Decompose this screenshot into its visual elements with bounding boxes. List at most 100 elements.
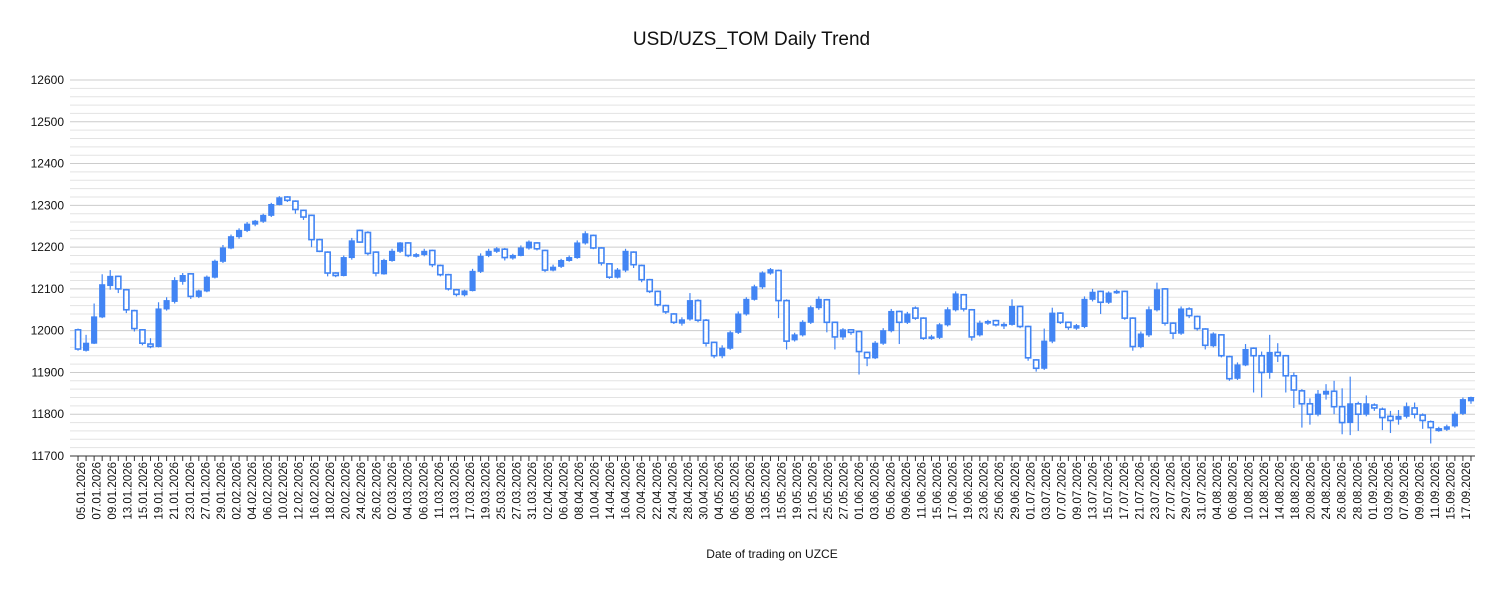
candle-body — [694, 299, 702, 322]
x-tick-label: 19.06.2026 — [963, 462, 975, 520]
candle-rising — [348, 237, 355, 260]
candle-rising — [340, 255, 347, 277]
candle-rising — [509, 253, 516, 260]
x-tick-label: 27.07.2026 — [1165, 462, 1177, 520]
candle-falling — [1435, 426, 1443, 432]
candle-falling — [855, 330, 863, 375]
candle-rising — [91, 303, 98, 345]
candle-body — [1298, 390, 1306, 405]
x-tick-label: 19.03.2026 — [481, 462, 493, 520]
x-tick-label: 07.07.2026 — [1056, 462, 1068, 520]
x-tick-label: 02.04.2026 — [543, 462, 555, 520]
x-tick-label: 01.06.2026 — [854, 462, 866, 520]
x-tick-label: 19.01.2026 — [154, 462, 166, 520]
candle-rising — [421, 248, 428, 257]
candle-body — [1314, 393, 1322, 415]
candle-falling — [863, 351, 871, 367]
candle-body — [372, 251, 380, 274]
x-tick-label: 10.02.2026 — [278, 462, 290, 520]
x-tick-label: 16.02.2026 — [309, 462, 321, 520]
candle-body — [276, 197, 283, 205]
candle-rising — [179, 273, 186, 285]
candle-body — [469, 270, 476, 292]
candle-rising — [1443, 424, 1450, 431]
x-tick-label: 02.02.2026 — [231, 462, 243, 520]
y-tick-label: 12300 — [31, 198, 65, 212]
candle-rising — [227, 234, 235, 250]
candle-falling — [372, 251, 380, 277]
candle-body — [356, 229, 364, 243]
candle-falling — [783, 299, 790, 350]
y-tick-label: 12200 — [31, 240, 65, 254]
candle-rising — [83, 334, 90, 352]
candle-falling — [308, 214, 315, 248]
candle-body — [895, 310, 903, 324]
candle-falling — [606, 262, 613, 279]
candle-body — [598, 247, 605, 264]
x-tick-label: 11.09.2026 — [1430, 462, 1442, 519]
candle-falling — [1065, 321, 1072, 330]
candle-falling — [589, 234, 597, 250]
candle-falling — [356, 229, 364, 243]
x-tick-label: 13.07.2026 — [1088, 462, 1100, 520]
candle-rising — [244, 222, 251, 233]
candle-rising — [574, 240, 581, 259]
candle-body — [751, 286, 758, 300]
candle-body — [550, 266, 557, 271]
candle-rising — [727, 330, 734, 350]
candle-body — [622, 250, 629, 271]
candle-body — [888, 310, 895, 332]
x-tick-label: 31.07.2026 — [1197, 462, 1209, 520]
x-tick-label: 02.03.2026 — [387, 462, 399, 520]
x-tick-label: 14.04.2026 — [605, 462, 617, 520]
candle-body — [74, 329, 82, 350]
x-tick-label: 03.09.2026 — [1383, 462, 1395, 520]
candle-body — [1193, 315, 1201, 330]
candle-falling — [694, 299, 702, 323]
candle-body — [678, 319, 685, 324]
candle-body — [702, 319, 710, 345]
x-tick-label: 30.04.2026 — [698, 462, 710, 520]
candle-rising — [1105, 291, 1112, 304]
x-tick-label: 08.05.2026 — [745, 462, 757, 520]
candle-body — [517, 247, 524, 256]
candle-body — [815, 298, 822, 309]
candle-falling — [823, 298, 831, 333]
candle-falling — [1258, 351, 1266, 398]
x-tick-label: 28.08.2026 — [1352, 462, 1364, 520]
candle-body — [1250, 347, 1257, 357]
x-tick-label: 05.01.2026 — [76, 462, 88, 520]
candle-body — [114, 275, 122, 290]
x-tick-label: 17.07.2026 — [1119, 462, 1131, 520]
candle-body — [541, 249, 549, 271]
candle-body — [743, 298, 750, 315]
x-tick-label: 21.07.2026 — [1134, 462, 1146, 520]
candle-body — [904, 313, 911, 323]
candle-body — [589, 234, 597, 249]
candle-falling — [670, 313, 678, 324]
candle-rising — [219, 245, 227, 263]
candle-body — [283, 196, 291, 202]
candle-falling — [992, 319, 1000, 327]
x-tick-label: 09.07.2026 — [1072, 462, 1084, 520]
candle-body — [453, 288, 460, 296]
candle-rising — [904, 311, 911, 324]
candle-body — [1338, 405, 1346, 424]
candle-body — [1121, 290, 1129, 319]
candle-body — [179, 275, 186, 282]
grid-lines — [70, 79, 1475, 457]
y-tick-label: 11700 — [32, 449, 65, 463]
candle-body — [147, 343, 154, 348]
candle-falling — [114, 275, 122, 294]
x-tick-label: 17.03.2026 — [465, 462, 477, 520]
candle-rising — [678, 317, 685, 326]
x-tick-label: 29.06.2026 — [1010, 462, 1022, 520]
candle-body — [670, 313, 678, 324]
candle-rising — [743, 297, 750, 316]
candle-body — [662, 304, 670, 313]
candle-falling — [1056, 312, 1064, 324]
candle-body — [244, 223, 251, 231]
candle-body — [606, 263, 613, 278]
candle-body — [421, 250, 428, 256]
